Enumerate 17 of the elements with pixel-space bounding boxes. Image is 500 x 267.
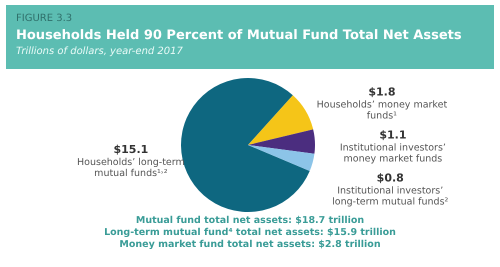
text: Money market fund total net assets: $2.8 trillion [118,239,382,251]
pie-slice [248,95,314,145]
slice-label: Households’ money market funds¹ [316,100,448,122]
pie-slice [248,129,315,154]
data-label: $15.1 [113,143,148,156]
data-label: $1.1 [379,128,406,142]
slice-label: Households’ long-term mutual funds¹˒² [77,157,185,180]
chart-title: Households Held 90 Percent of Mutual Fund Total Net Assets [16,28,463,43]
slice-label: Institutional investors’ money market funds [340,142,446,165]
text: Long-term mutual fund⁴ total net assets: $15.9 trillion [103,227,397,239]
slice-label: Institutional investors’ long-term mutual funds² [332,186,449,208]
data-label: $0.8 [376,172,404,185]
chart-subtitle: Trillions of dollars, year-end 2017 [16,46,184,57]
caption: FIGURE 3.3 [16,13,74,24]
pie-slice [248,145,314,172]
text: Mutual fund total net assets: $18.7 trillion [134,215,366,227]
data-label: $1.8 [368,86,396,99]
